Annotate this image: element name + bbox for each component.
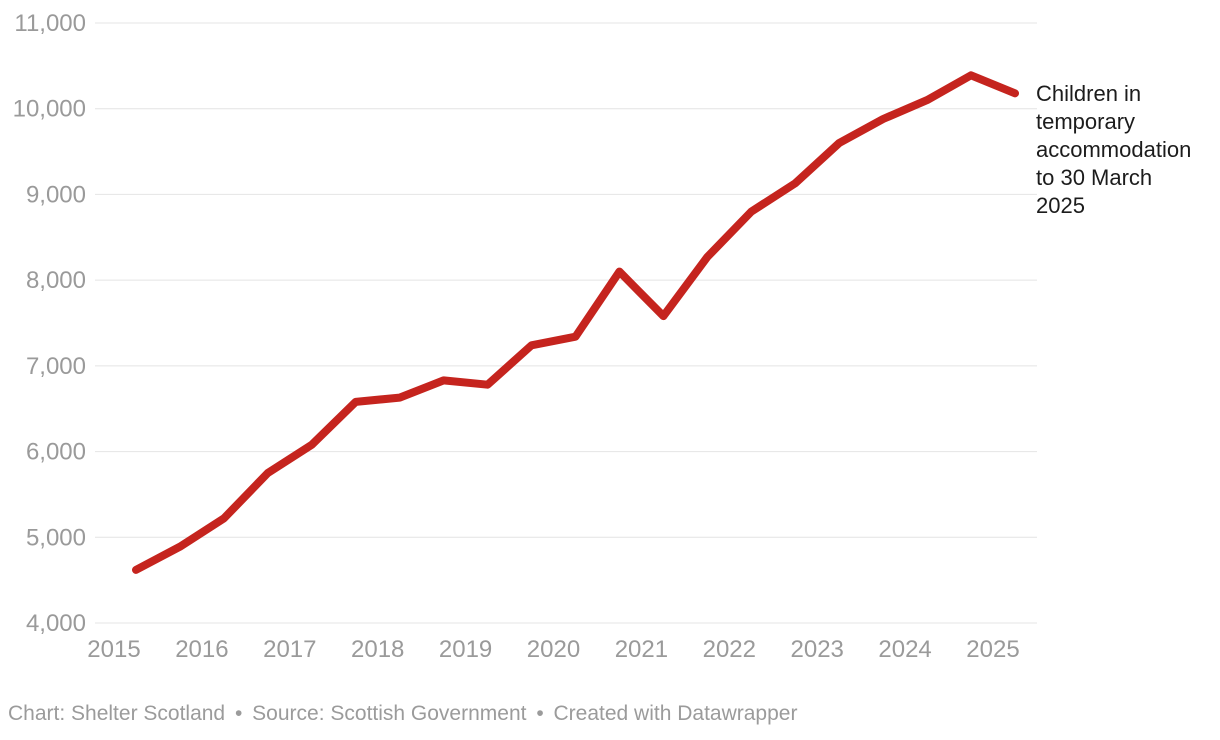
y-axis-tick-label: 4,000 (26, 610, 86, 637)
y-axis-tick-label: 5,000 (26, 524, 86, 551)
x-axis-tick-label: 2021 (615, 636, 668, 663)
y-axis-tick-label: 11,000 (14, 10, 86, 37)
series-annotation-label: Children in temporary accommodation to 3… (1036, 81, 1192, 218)
x-axis-tick-label: 2019 (439, 636, 492, 663)
x-axis-tick-label: 2022 (703, 636, 756, 663)
x-axis-tick-label: 2015 (87, 636, 140, 663)
x-axis-tick-label: 2025 (966, 636, 1019, 663)
x-axis-tick-label: 2024 (878, 636, 931, 663)
line-chart-canvas: 4,000 5,000 6,000 7,000 8,000 9,000 10,000 11,0… (13, 10, 1037, 663)
x-axis-tick-label: 2016 (175, 636, 228, 663)
y-axis-tick-label: 6,000 (26, 439, 86, 466)
x-axis-tick-label: 2020 (527, 636, 580, 663)
footer-separator: • (536, 702, 544, 725)
x-axis-tick-label: 2017 (263, 636, 316, 663)
y-axis-tick-label: 9,000 (26, 181, 86, 208)
footer-chart-credit: Chart: Shelter Scotland (8, 702, 226, 725)
footer-created-with: Created with Datawrapper (553, 702, 798, 725)
data-series-line (132, 71, 1019, 574)
footer-source: Source: Scottish Government (252, 702, 527, 725)
x-axis-tick-label: 2018 (351, 636, 404, 663)
chart-footer: Chart: Shelter Scotland • Source: Scotti… (8, 701, 797, 727)
x-axis-tick-label: 2023 (791, 636, 844, 663)
y-axis-tick-label: 8,000 (26, 267, 86, 294)
y-axis-tick-label: 10,000 (13, 96, 86, 123)
footer-separator: • (234, 702, 243, 725)
y-axis-tick-label: 7,000 (26, 353, 86, 380)
